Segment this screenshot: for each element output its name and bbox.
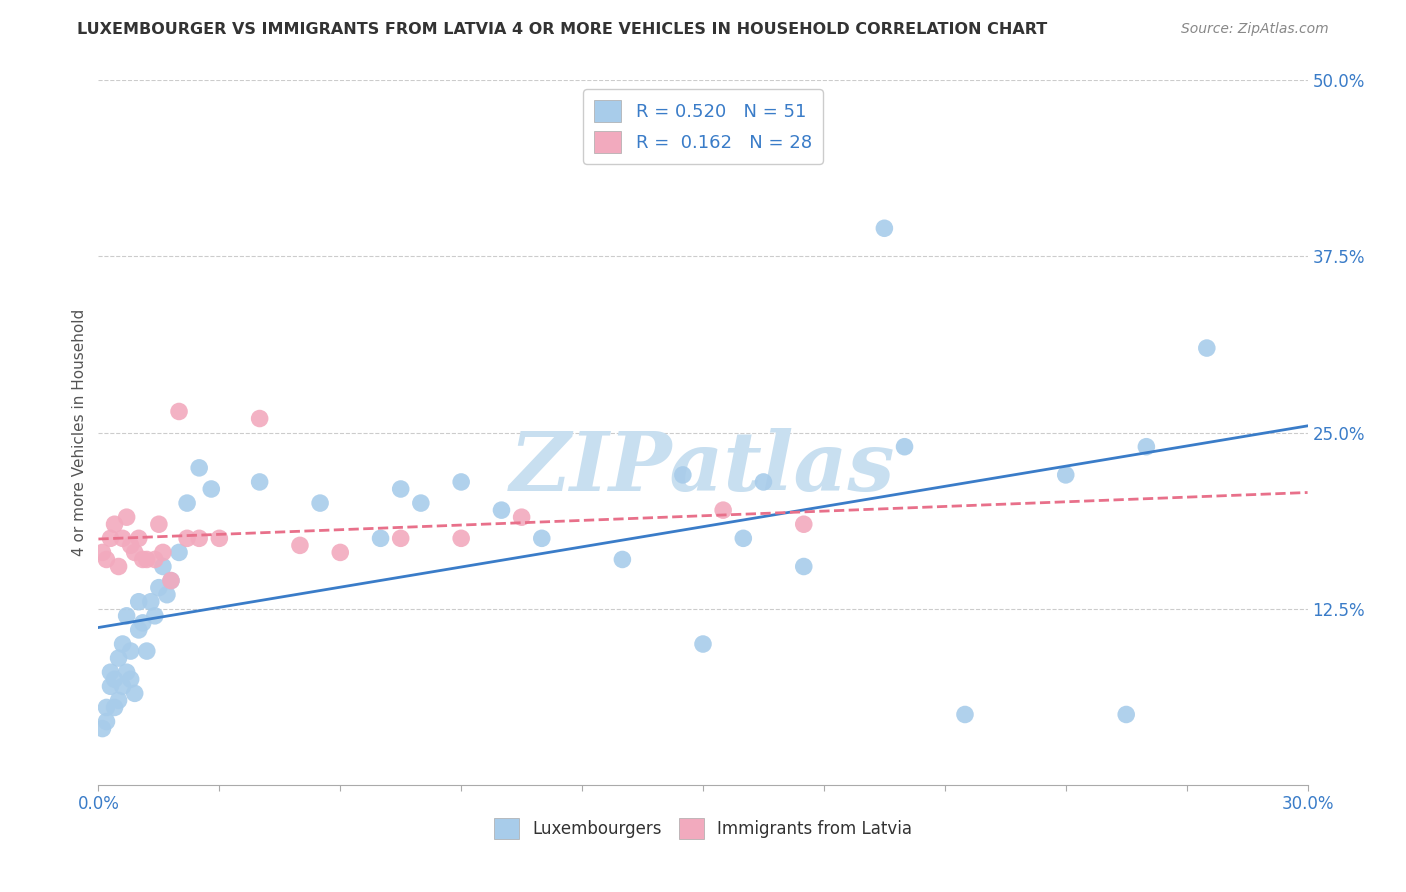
Point <box>111 532 134 546</box>
Point <box>115 608 138 623</box>
Point <box>873 221 896 235</box>
Point <box>389 532 412 546</box>
Point <box>103 673 125 687</box>
Text: Source: ZipAtlas.com: Source: ZipAtlas.com <box>1181 22 1329 37</box>
Point <box>91 545 114 559</box>
Point <box>96 552 118 566</box>
Point <box>107 651 129 665</box>
Point <box>208 532 231 546</box>
Point <box>115 665 138 680</box>
Point <box>510 510 533 524</box>
Point <box>100 532 122 546</box>
Point <box>111 637 134 651</box>
Point <box>111 679 134 693</box>
Point <box>309 496 332 510</box>
Point <box>530 532 553 546</box>
Point <box>793 559 815 574</box>
Point <box>156 588 179 602</box>
Point <box>167 545 190 559</box>
Point <box>249 475 271 489</box>
Point <box>128 532 150 546</box>
Point <box>200 482 222 496</box>
Point <box>167 404 190 418</box>
Point <box>793 517 815 532</box>
Text: ZIPatlas: ZIPatlas <box>510 428 896 508</box>
Y-axis label: 4 or more Vehicles in Household: 4 or more Vehicles in Household <box>72 309 87 557</box>
Point <box>120 538 142 552</box>
Point <box>135 552 157 566</box>
Point <box>160 574 183 588</box>
Point <box>409 496 432 510</box>
Point <box>188 460 211 475</box>
Point <box>139 595 162 609</box>
Legend: Luxembourgers, Immigrants from Latvia: Luxembourgers, Immigrants from Latvia <box>485 810 921 847</box>
Point <box>188 532 211 546</box>
Point <box>1195 341 1218 355</box>
Point <box>288 538 311 552</box>
Point <box>103 700 125 714</box>
Point <box>491 503 513 517</box>
Point <box>107 559 129 574</box>
Point <box>160 574 183 588</box>
Point <box>1135 440 1157 454</box>
Point <box>135 644 157 658</box>
Point <box>370 532 392 546</box>
Point <box>96 714 118 729</box>
Point <box>692 637 714 651</box>
Point <box>612 552 634 566</box>
Point <box>893 440 915 454</box>
Point <box>176 496 198 510</box>
Point <box>124 686 146 700</box>
Point <box>107 693 129 707</box>
Point <box>100 679 122 693</box>
Point <box>389 482 412 496</box>
Point <box>132 552 155 566</box>
Point <box>132 615 155 630</box>
Point <box>1054 467 1077 482</box>
Point <box>148 581 170 595</box>
Point <box>1115 707 1137 722</box>
Point <box>450 475 472 489</box>
Point <box>176 532 198 546</box>
Point <box>120 644 142 658</box>
Point <box>152 559 174 574</box>
Point <box>752 475 775 489</box>
Point <box>124 545 146 559</box>
Point <box>143 608 166 623</box>
Point <box>115 510 138 524</box>
Point <box>100 665 122 680</box>
Point <box>96 700 118 714</box>
Point <box>91 722 114 736</box>
Point <box>143 552 166 566</box>
Point <box>329 545 352 559</box>
Point <box>152 545 174 559</box>
Point <box>249 411 271 425</box>
Point <box>103 517 125 532</box>
Point <box>128 595 150 609</box>
Text: LUXEMBOURGER VS IMMIGRANTS FROM LATVIA 4 OR MORE VEHICLES IN HOUSEHOLD CORRELATI: LUXEMBOURGER VS IMMIGRANTS FROM LATVIA 4… <box>77 22 1047 37</box>
Point <box>953 707 976 722</box>
Point <box>120 673 142 687</box>
Point <box>672 467 695 482</box>
Point <box>128 623 150 637</box>
Point <box>450 532 472 546</box>
Point <box>711 503 734 517</box>
Point <box>148 517 170 532</box>
Point <box>733 532 755 546</box>
